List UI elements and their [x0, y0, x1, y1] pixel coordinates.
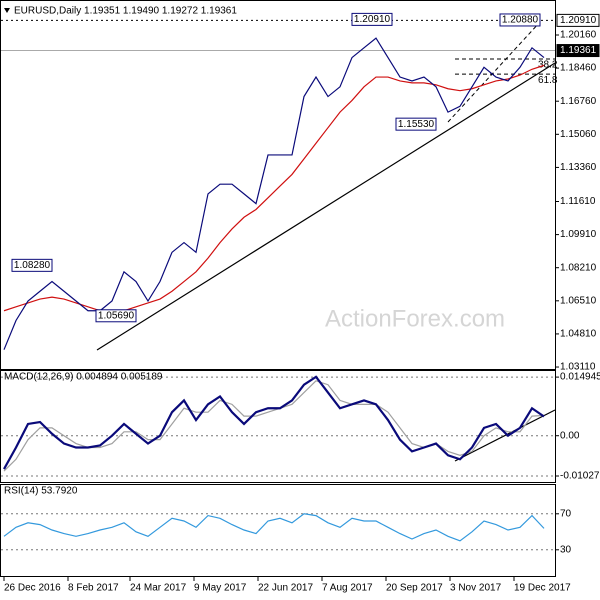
- x-tick-label: 8 Feb 2017: [68, 583, 119, 594]
- x-tick-label: 19 Dec 2017: [514, 583, 571, 594]
- price-level-label: 1.20910: [560, 15, 597, 26]
- series-line: [3, 64, 545, 314]
- y-tick-label: -0.010271: [560, 471, 600, 482]
- x-tick-label: 3 Nov 2017: [450, 583, 502, 594]
- y-tick-label: 1.06510: [560, 295, 597, 306]
- macd-trend-line: [454, 409, 556, 462]
- y-tick-label: 1.09910: [560, 229, 597, 240]
- price-level-label: 1.19361: [560, 45, 597, 56]
- trend-line: [96, 62, 556, 351]
- y-tick-label: 1.08210: [560, 262, 597, 273]
- annotation-box: [395, 117, 437, 131]
- x-tick-label: 20 Sep 2017: [386, 583, 443, 594]
- y-tick-label: 1.15060: [560, 129, 597, 140]
- annotation-label: 1.08280: [14, 260, 51, 271]
- panel-title: EURUSD,Daily 1.19351 1.19490 1.19272 1.1…: [14, 6, 237, 17]
- y-tick-label: 1.16760: [560, 96, 597, 107]
- series-line: [3, 513, 545, 542]
- fib-label: 61.8: [538, 75, 558, 86]
- y-tick-label: 1.20160: [560, 30, 597, 41]
- x-tick-label: 24 Mar 2017: [130, 583, 187, 594]
- x-tick-label: 22 Jun 2017: [258, 583, 313, 594]
- panel-title: RSI(14) 53.7920: [4, 486, 78, 497]
- rsi-panel: [0, 484, 556, 577]
- series-line: [3, 37, 545, 350]
- y-tick-label: 30: [560, 544, 572, 555]
- y-tick-label: 1.13360: [560, 162, 597, 173]
- x-tick-label: 7 Aug 2017: [322, 583, 373, 594]
- y-tick-label: 0.00: [560, 430, 580, 441]
- annotation-box: [499, 13, 541, 27]
- series-line: [3, 375, 545, 470]
- x-tick-label: 9 May 2017: [194, 583, 247, 594]
- y-tick-label: 1.04810: [560, 329, 597, 340]
- menu-arrow: [4, 8, 10, 13]
- y-tick-label: 1.18460: [560, 63, 597, 74]
- annotation-box: [95, 309, 137, 323]
- y-tick-label: 1.11610: [560, 196, 596, 207]
- annotation-box: [351, 12, 393, 26]
- annotation-label: 1.15530: [398, 119, 435, 130]
- watermark: ActionForex.com: [325, 305, 505, 332]
- panel-title: MACD(12,26,9) 0.004894 0.005189: [4, 372, 163, 383]
- y-tick-label: 1.03110: [560, 362, 596, 373]
- annotation-label: 1.20880: [502, 15, 539, 26]
- y-tick-label: 70: [560, 508, 572, 519]
- annotation-label: 1.05690: [98, 310, 135, 321]
- x-tick-label: 26 Dec 2016: [4, 583, 61, 594]
- macd-panel: [0, 370, 556, 483]
- price-level-box: [556, 44, 600, 58]
- annotation-label: 1.20910: [354, 14, 391, 25]
- price-level-box: [556, 13, 600, 27]
- annotation-box: [11, 258, 53, 272]
- fib-label: 38.2: [538, 60, 558, 71]
- y-tick-label: 0.014945: [560, 372, 600, 383]
- fib-line: [447, 21, 541, 123]
